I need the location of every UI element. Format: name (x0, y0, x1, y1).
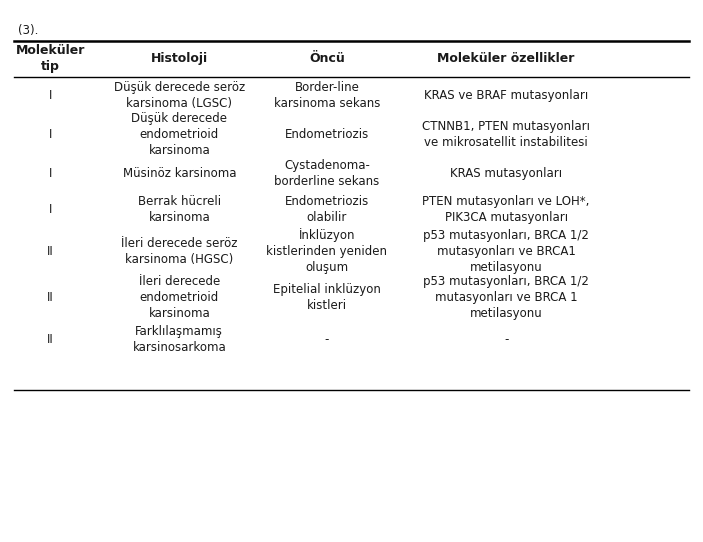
Text: Farklılaşmamış
karsinosarkoma: Farklılaşmamış karsinosarkoma (132, 325, 226, 354)
Text: KRAS mutasyonları: KRAS mutasyonları (450, 167, 562, 180)
Text: Endometriozis: Endometriozis (285, 128, 369, 141)
Text: Epitelial inklüzyon
kistleri: Epitelial inklüzyon kistleri (273, 283, 381, 312)
Text: Düşük derecede seröz
karsinoma (LGSC): Düşük derecede seröz karsinoma (LGSC) (114, 81, 245, 110)
Text: CTNNB1, PTEN mutasyonları
ve mikrosatellit instabilitesi: CTNNB1, PTEN mutasyonları ve mikrosatell… (423, 120, 590, 150)
Text: I: I (49, 89, 52, 102)
Text: I: I (49, 128, 52, 141)
Text: Düşük derecede
endometrioid
karsinoma: Düşük derecede endometrioid karsinoma (131, 112, 227, 158)
Text: İnklüzyon
kistlerinden yeniden
oluşum: İnklüzyon kistlerinden yeniden oluşum (266, 228, 387, 274)
Text: I: I (49, 167, 52, 180)
Text: KRAS ve BRAF mutasyonları: KRAS ve BRAF mutasyonları (424, 89, 588, 102)
Text: p53 mutasyonları, BRCA 1/2
mutasyonları ve BRCA 1
metilasyonu: p53 mutasyonları, BRCA 1/2 mutasyonları … (423, 275, 589, 320)
Text: İleri derecede seröz
karsinoma (HGSC): İleri derecede seröz karsinoma (HGSC) (121, 237, 238, 266)
Text: -: - (325, 333, 329, 346)
Text: II: II (47, 333, 54, 346)
Text: İleri derecede
endometrioid
karsinoma: İleri derecede endometrioid karsinoma (138, 275, 220, 320)
Text: I: I (49, 203, 52, 216)
Text: PTEN mutasyonları ve LOH*,
PIK3CA mutasyonları: PTEN mutasyonları ve LOH*, PIK3CA mutasy… (423, 195, 590, 224)
Text: Histoloji: Histoloji (150, 53, 208, 65)
Text: (3).: (3). (18, 24, 38, 37)
Text: Moleküler özellikler: Moleküler özellikler (437, 53, 575, 65)
Text: II: II (47, 291, 54, 304)
Text: II: II (47, 245, 54, 257)
Text: Moleküler
tip: Moleküler tip (16, 44, 85, 73)
Text: Border-line
karsinoma sekans: Border-line karsinoma sekans (273, 81, 380, 110)
Text: p53 mutasyonları, BRCA 1/2
mutasyonları ve BRCA1
metilasyonu: p53 mutasyonları, BRCA 1/2 mutasyonları … (423, 229, 589, 274)
Text: Öncü: Öncü (309, 53, 344, 65)
Text: Berrak hücreli
karsinoma: Berrak hücreli karsinoma (138, 195, 221, 224)
Text: Endometriozis
olabilir: Endometriozis olabilir (285, 195, 369, 224)
Text: -: - (504, 333, 508, 346)
Text: Müsinöz karsinoma: Müsinöz karsinoma (122, 167, 236, 180)
Text: Cystadenoma-
borderline sekans: Cystadenoma- borderline sekans (274, 159, 380, 188)
